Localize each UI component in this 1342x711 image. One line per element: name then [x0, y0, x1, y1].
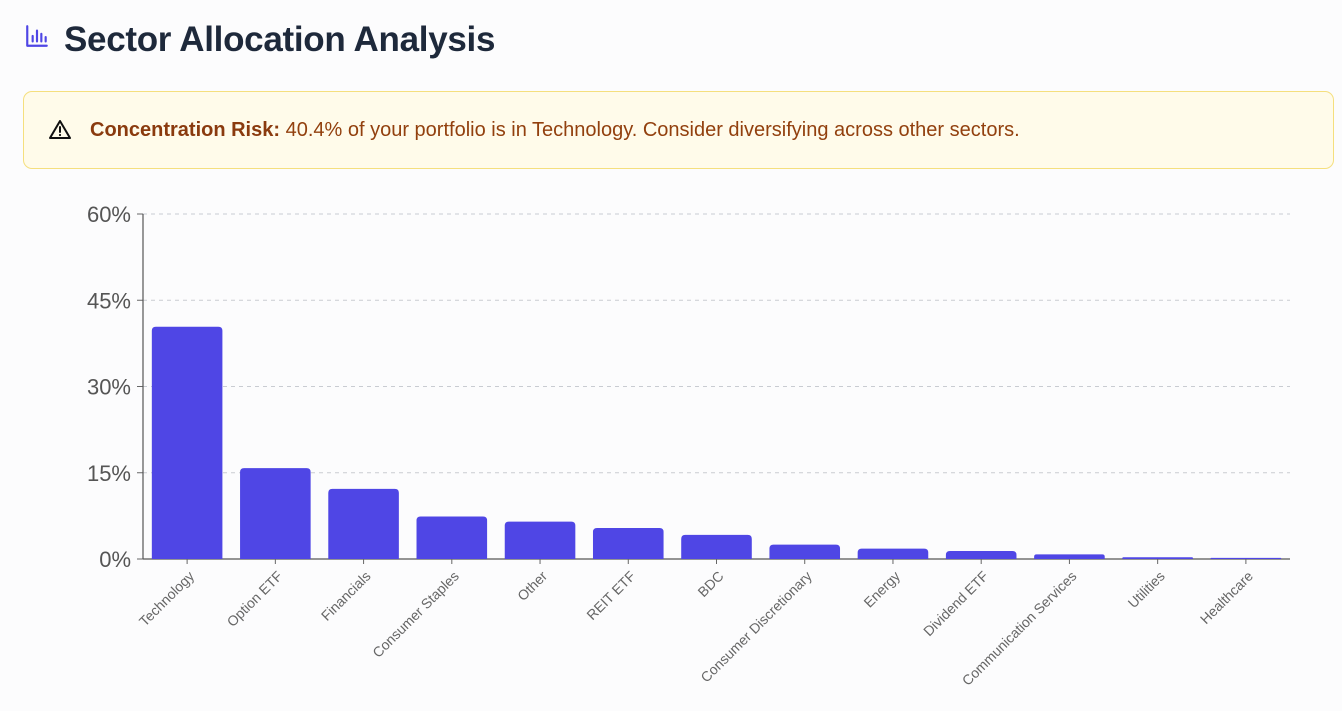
bar-utilities — [1122, 557, 1193, 559]
x-tick-label: Option ETF — [224, 568, 286, 630]
bar-other — [504, 521, 576, 559]
page-title: Sector Allocation Analysis — [64, 20, 496, 59]
bar-option-etf — [240, 468, 311, 559]
x-tick-label: Dividend ETF — [920, 568, 991, 639]
page-header: Sector Allocation Analysis — [24, 18, 495, 62]
x-tick-label: REIT ETF — [583, 568, 638, 623]
alert-message: 40.4% of your portfolio is in Technology… — [285, 118, 1020, 141]
bar-healthcare — [1210, 557, 1282, 559]
bar-reit-etf — [592, 527, 664, 559]
bar-chart-icon — [26, 25, 48, 47]
x-tick-label: BDC — [694, 568, 726, 600]
x-tick-label: Financials — [318, 568, 374, 624]
y-tick-label: 45% — [87, 288, 131, 313]
alert-text: Concentration Risk: 40.4% of your portfo… — [90, 119, 1020, 142]
bar-financials — [328, 488, 399, 559]
bar-chart: 0% 15% 30% 45% 60% Technology Option ETF Financ… — [87, 202, 1290, 689]
x-tick-label: Energy — [860, 568, 903, 611]
bar-technology — [151, 326, 223, 559]
x-tick-label: Utilities — [1125, 568, 1168, 611]
bar-bdc — [681, 534, 752, 559]
concentration-risk-alert: Concentration Risk: 40.4% of your portfo… — [23, 91, 1334, 169]
alert-label: Concentration Risk: — [90, 118, 281, 141]
sector-allocation-chart: 0% 15% 30% 45% 60% Technology Option ETF Financ… — [0, 190, 1342, 690]
y-tick-label: 0% — [99, 547, 131, 572]
bar-energy — [857, 548, 929, 559]
y-tick-label: 60% — [87, 202, 131, 227]
y-tick-label: 30% — [87, 375, 131, 400]
y-tick-label: 15% — [87, 461, 131, 486]
bar-consumer-discretionary — [769, 544, 841, 559]
x-tick-label: Consumer Staples — [369, 568, 462, 661]
x-tick-label: Healthcare — [1197, 568, 1256, 627]
warning-triangle-icon — [49, 120, 71, 139]
bar-consumer-staples — [416, 516, 488, 559]
x-tick-label: Other — [514, 568, 550, 604]
bar-communication-services — [1034, 554, 1105, 559]
x-tick-label: Technology — [136, 568, 197, 629]
bar-dividend-etf — [945, 550, 1017, 559]
